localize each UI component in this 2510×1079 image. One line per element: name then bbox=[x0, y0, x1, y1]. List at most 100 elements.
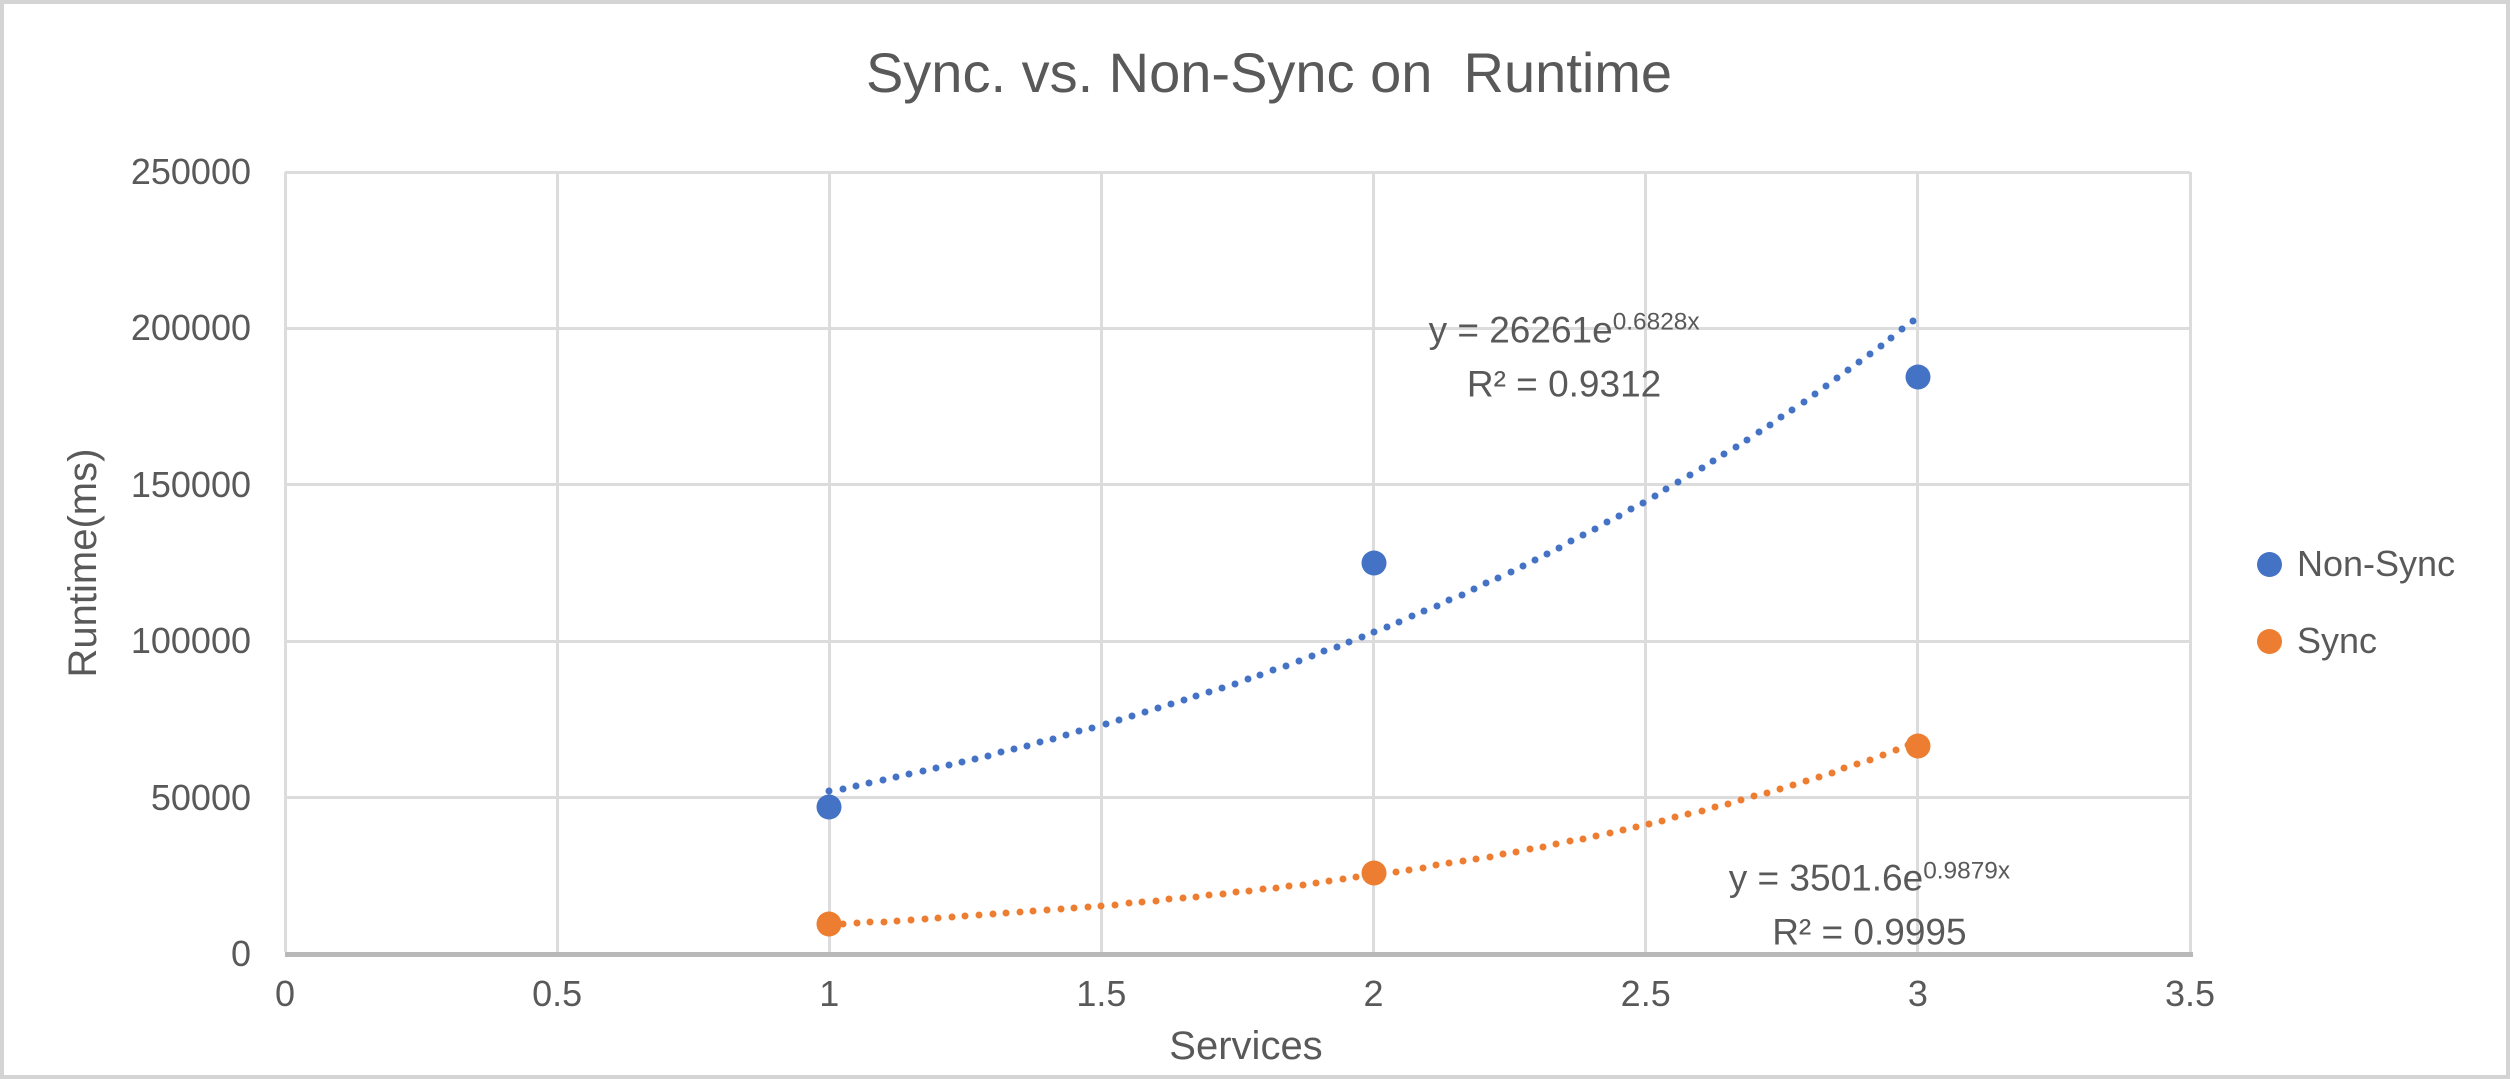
trendline-dot bbox=[1111, 901, 1119, 909]
trendline-dot bbox=[1419, 864, 1427, 872]
trendline-dot bbox=[1789, 781, 1797, 789]
trendline-dot bbox=[1619, 826, 1627, 834]
x-tick-label: 2.5 bbox=[1620, 973, 1671, 1014]
trendline-dot bbox=[1855, 358, 1863, 366]
trendline-dot bbox=[932, 764, 940, 772]
trendline-dot bbox=[1651, 492, 1659, 500]
trendline-dot bbox=[1567, 537, 1575, 545]
legend-marker bbox=[2257, 551, 2282, 577]
trendline-equation: y = 3501.6e0.9879x bbox=[1728, 857, 2011, 899]
trendline-dot bbox=[1245, 887, 1253, 895]
trendline-dot bbox=[1192, 893, 1200, 901]
trendline-dot bbox=[1075, 727, 1083, 735]
trendline-dot bbox=[1312, 879, 1320, 887]
r-squared-label: R² = 0.9312 bbox=[1466, 363, 1662, 405]
trendline-dot bbox=[1192, 692, 1200, 700]
trendline-dot bbox=[1285, 882, 1293, 890]
data-point bbox=[1905, 364, 1931, 390]
trendline-dot bbox=[984, 752, 992, 760]
trendline-dot bbox=[1732, 443, 1740, 451]
trendline-dot bbox=[1152, 897, 1160, 905]
trendline-dot bbox=[1084, 903, 1092, 911]
trendline-dot bbox=[1592, 832, 1600, 840]
trendline-dot bbox=[961, 912, 969, 920]
trendline-dot bbox=[1579, 531, 1587, 539]
gridline-horizontal bbox=[285, 170, 2190, 174]
trendline-dot bbox=[1674, 478, 1682, 486]
trendline-dot bbox=[1519, 562, 1527, 570]
data-point bbox=[816, 794, 842, 820]
trendline-dot bbox=[997, 748, 1005, 756]
gridline-horizontal bbox=[285, 483, 2190, 487]
trendline-dot bbox=[934, 914, 942, 922]
trendline-dot bbox=[945, 761, 953, 769]
trendline-dot bbox=[1333, 643, 1341, 651]
trendline-dot bbox=[1671, 813, 1679, 821]
gridline-vertical bbox=[555, 172, 559, 952]
trendline-dot bbox=[1016, 908, 1024, 916]
trendline-dot bbox=[1892, 746, 1900, 754]
trendline-dot bbox=[1259, 885, 1267, 893]
trendline-dot bbox=[866, 918, 874, 926]
y-tick-label: 50000 bbox=[150, 776, 251, 818]
x-tick-label: 3 bbox=[1907, 973, 1928, 1014]
y-tick-label: 250000 bbox=[130, 151, 251, 192]
trendline-dot bbox=[1219, 890, 1227, 898]
x-axis-title: Services bbox=[1169, 1024, 1323, 1068]
trendline-dot bbox=[1898, 325, 1906, 333]
trendline-dot bbox=[1299, 881, 1307, 889]
trendline-dot bbox=[1800, 398, 1808, 406]
trendline-dot bbox=[1218, 684, 1226, 692]
trendline-dot bbox=[1658, 817, 1666, 825]
x-axis-line bbox=[285, 952, 2193, 957]
trendline-dot bbox=[1088, 724, 1096, 732]
trendline-dot bbox=[1755, 428, 1763, 436]
trendline-dot bbox=[1499, 850, 1507, 858]
trendline-dot bbox=[1662, 485, 1670, 493]
trendline-dot bbox=[1526, 845, 1533, 853]
trendline-dot bbox=[1383, 623, 1391, 631]
trendline-dot bbox=[1766, 421, 1774, 429]
trendline-dot bbox=[1686, 471, 1694, 479]
trendline-dot bbox=[1154, 704, 1162, 712]
trendline-dot bbox=[1097, 902, 1105, 910]
data-point bbox=[1361, 860, 1387, 886]
trendline-dot bbox=[1445, 596, 1453, 604]
trendline-equation: y = 26261e0.6828x bbox=[1428, 308, 1700, 351]
trendline-dot bbox=[1432, 861, 1440, 869]
trendline-dot bbox=[1737, 796, 1745, 804]
x-tick-label: 0 bbox=[274, 973, 296, 1014]
gridline-vertical bbox=[827, 172, 831, 952]
trendline-dot bbox=[1141, 708, 1149, 716]
trendline-dot bbox=[1482, 579, 1490, 587]
trendline-dot bbox=[1486, 853, 1493, 860]
trendline-dot bbox=[1877, 342, 1885, 350]
trendline-dot bbox=[1339, 875, 1347, 883]
trendline-dot bbox=[1711, 803, 1719, 811]
trendline-dot bbox=[1165, 895, 1173, 903]
trendline-dot bbox=[1395, 618, 1403, 626]
trendline-dot bbox=[1887, 334, 1895, 342]
trendline-dot bbox=[1408, 612, 1416, 620]
trendline-dot bbox=[853, 919, 860, 927]
trendline-dot bbox=[1543, 550, 1551, 558]
trendline-dot bbox=[1433, 602, 1441, 609]
trendline-dot bbox=[1720, 450, 1728, 458]
r-squared-label: R² = 0.9995 bbox=[1772, 911, 1967, 953]
legend-item-sync: Sync bbox=[2257, 616, 2377, 666]
legend-label: Non-Sync bbox=[2297, 543, 2456, 584]
trendline-dot bbox=[1125, 899, 1133, 907]
trendline-dot bbox=[1179, 894, 1187, 902]
gridline-horizontal bbox=[285, 326, 2190, 330]
trendline-dot bbox=[1763, 789, 1771, 797]
trendline-dot bbox=[1180, 696, 1188, 704]
legend-label: Sync bbox=[2297, 620, 2378, 661]
trendline-dot bbox=[1269, 666, 1277, 674]
trendline-dot bbox=[1043, 906, 1051, 914]
x-tick-label: 0.5 bbox=[532, 973, 583, 1014]
trendline-dot bbox=[1352, 873, 1360, 881]
trendline-dot bbox=[1811, 390, 1819, 398]
trendline-dot bbox=[958, 758, 966, 766]
trendline-dot bbox=[971, 755, 979, 763]
